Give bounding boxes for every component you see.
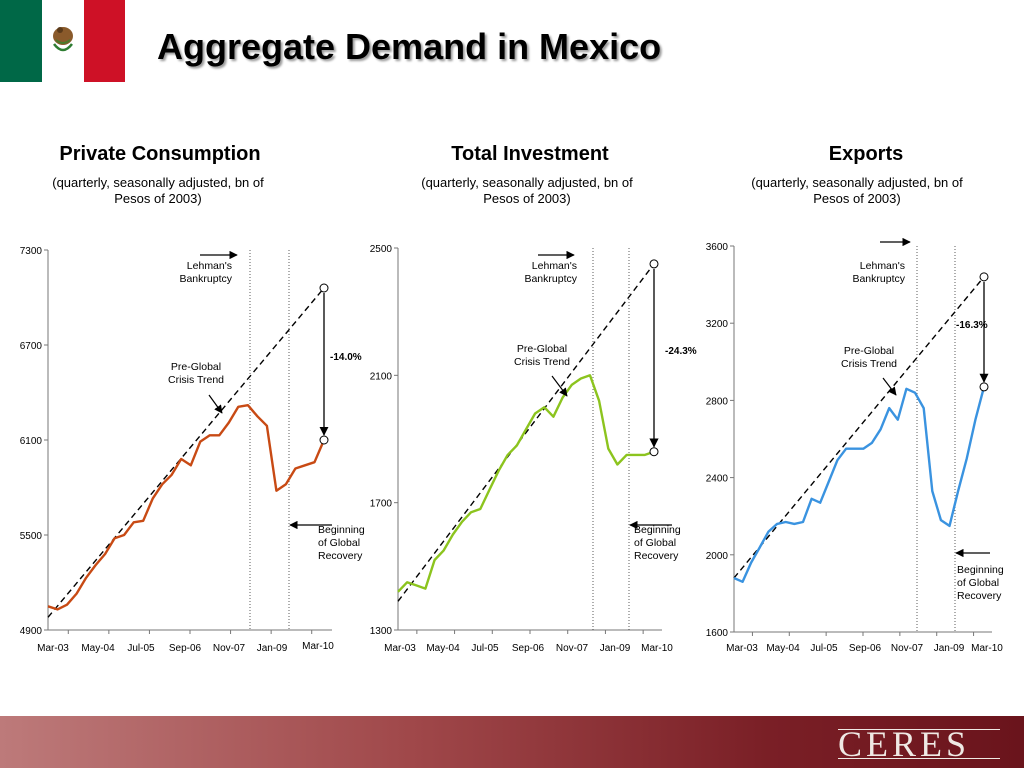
trend-label-line-0: Pre-Global bbox=[171, 361, 221, 373]
chart-subtitle-total-investment: (quarterly, seasonally adjusted, bn of P… bbox=[421, 175, 633, 206]
trend-line bbox=[733, 276, 985, 579]
coat-of-arms-icon bbox=[53, 27, 73, 52]
y-tick-label: 1300 bbox=[370, 626, 393, 637]
y-tick-label: 6100 bbox=[20, 436, 43, 447]
recovery-label-line-2: Recovery bbox=[318, 550, 363, 562]
y-tick-label: 2400 bbox=[706, 474, 729, 485]
x-tick-label: Mar-03 bbox=[384, 643, 416, 654]
y-tick-label: 6700 bbox=[20, 341, 43, 352]
y-tick-label: 2100 bbox=[370, 371, 393, 382]
data-series-line bbox=[733, 386, 986, 583]
lehman-label-line-0: Lehman's bbox=[532, 260, 577, 272]
trend-arrow bbox=[551, 375, 568, 397]
page-title: Aggregate Demand in Mexico bbox=[157, 26, 662, 67]
y-tick-label: 2800 bbox=[706, 396, 729, 407]
mexico-flag-icon bbox=[0, 0, 125, 82]
lehman-label-line-1: Bankruptcy bbox=[524, 273, 577, 285]
x-tick-label: Nov-07 bbox=[213, 643, 246, 654]
trend-line bbox=[47, 287, 325, 618]
recovery-label-line-2: Recovery bbox=[634, 550, 679, 562]
x-tick-label: Nov-07 bbox=[556, 643, 589, 654]
chart-subtitle-private-consumption: (quarterly, seasonally adjusted, bn of P… bbox=[52, 175, 264, 206]
y-tick-label: 2500 bbox=[370, 244, 393, 255]
lehman-label-line-1: Bankruptcy bbox=[179, 273, 232, 285]
recovery-label-line-0: Beginning bbox=[957, 564, 1004, 576]
recovery-label-line-1: of Global bbox=[957, 577, 999, 589]
y-tick-label: 5500 bbox=[20, 531, 43, 542]
private-consumption-chart: 7300 6700 6100 5500 4900 Mar-03 May-04 Jul-05 Se… bbox=[20, 246, 365, 654]
footer-bar bbox=[0, 716, 1024, 768]
recovery-label-line-1: of Global bbox=[318, 537, 360, 549]
trend-end-marker bbox=[319, 283, 329, 293]
ceres-logo-text: CERES bbox=[838, 724, 971, 764]
gap-label: -16.3% bbox=[956, 320, 988, 331]
actual-end-marker bbox=[649, 447, 659, 457]
recovery-label-line-0: Beginning bbox=[634, 524, 681, 536]
recovery-label-line-1: of Global bbox=[634, 537, 676, 549]
x-tick-label: May-04 bbox=[81, 643, 115, 654]
trend-label-line-0: Pre-Global bbox=[517, 343, 567, 355]
x-tick-label: Jan-09 bbox=[257, 643, 288, 654]
y-tick-label: 3600 bbox=[706, 242, 729, 253]
chart-title-total-investment: Total Investment bbox=[451, 143, 609, 165]
actual-end-marker bbox=[319, 435, 329, 445]
recovery-label-line-0: Beginning bbox=[318, 524, 365, 536]
x-tick-label: Sep-06 bbox=[849, 643, 882, 654]
trend-label-line-1: Crisis Trend bbox=[841, 358, 897, 370]
chart-subtitle-exports: (quarterly, seasonally adjusted, bn of P… bbox=[751, 175, 963, 206]
total-investment-chart: 2500 2100 1700 1300 Mar-03 May-04 Jul-05 Sep-06… bbox=[370, 244, 697, 654]
lehman-label-line-0: Lehman's bbox=[860, 260, 905, 272]
trend-label-line-1: Crisis Trend bbox=[168, 374, 224, 386]
trend-label-line-1: Crisis Trend bbox=[514, 356, 570, 368]
x-tick-label: May-04 bbox=[426, 643, 460, 654]
x-tick-label: Nov-07 bbox=[891, 643, 924, 654]
exports-chart: 3600 3200 2800 2400 2000 1600 Mar-03 May-04 Jul-… bbox=[706, 237, 1004, 654]
actual-end-marker bbox=[979, 382, 989, 392]
trend-end-marker bbox=[649, 259, 659, 269]
gap-label: -24.3% bbox=[665, 346, 697, 357]
x-tick-label: Sep-06 bbox=[169, 643, 202, 654]
x-tick-label: Jul-05 bbox=[471, 643, 499, 654]
x-tick-label: Sep-06 bbox=[512, 643, 545, 654]
trend-arrow bbox=[208, 394, 223, 414]
y-tick-label: 4900 bbox=[20, 626, 43, 637]
y-tick-label: 1700 bbox=[370, 499, 393, 510]
lehman-label-line-0: Lehman's bbox=[187, 260, 232, 272]
gap-label: -14.0% bbox=[330, 352, 362, 363]
trend-end-marker bbox=[979, 272, 989, 282]
chart-title-private-consumption: Private Consumption bbox=[59, 143, 261, 165]
y-tick-label: 7300 bbox=[20, 246, 43, 257]
lehman-label-line-1: Bankruptcy bbox=[852, 273, 905, 285]
x-tick-label: Mar-10 bbox=[641, 643, 673, 654]
recovery-label-line-2: Recovery bbox=[957, 590, 1002, 602]
data-series-line bbox=[397, 374, 655, 593]
y-tick-label: 2000 bbox=[706, 551, 729, 562]
x-tick-label: Jan-09 bbox=[934, 643, 965, 654]
x-tick-label: Jul-05 bbox=[810, 643, 838, 654]
data-series-line bbox=[47, 403, 326, 611]
trend-arrow bbox=[882, 377, 897, 396]
ceres-logo: CERES bbox=[838, 723, 1000, 765]
x-tick-label: Mar-03 bbox=[37, 643, 69, 654]
x-tick-label: Mar-10 bbox=[971, 643, 1003, 654]
y-tick-label: 3200 bbox=[706, 319, 729, 330]
x-tick-label: Mar-03 bbox=[726, 643, 758, 654]
y-tick-label: 1600 bbox=[706, 628, 729, 639]
chart-title-exports: Exports bbox=[828, 143, 904, 165]
x-tick-label: Mar-10 bbox=[302, 641, 334, 652]
trend-line bbox=[397, 263, 655, 602]
x-tick-label: Jul-05 bbox=[127, 643, 155, 654]
x-tick-label: May-04 bbox=[766, 643, 800, 654]
x-tick-label: Jan-09 bbox=[600, 643, 631, 654]
trend-label-line-0: Pre-Global bbox=[844, 345, 894, 357]
